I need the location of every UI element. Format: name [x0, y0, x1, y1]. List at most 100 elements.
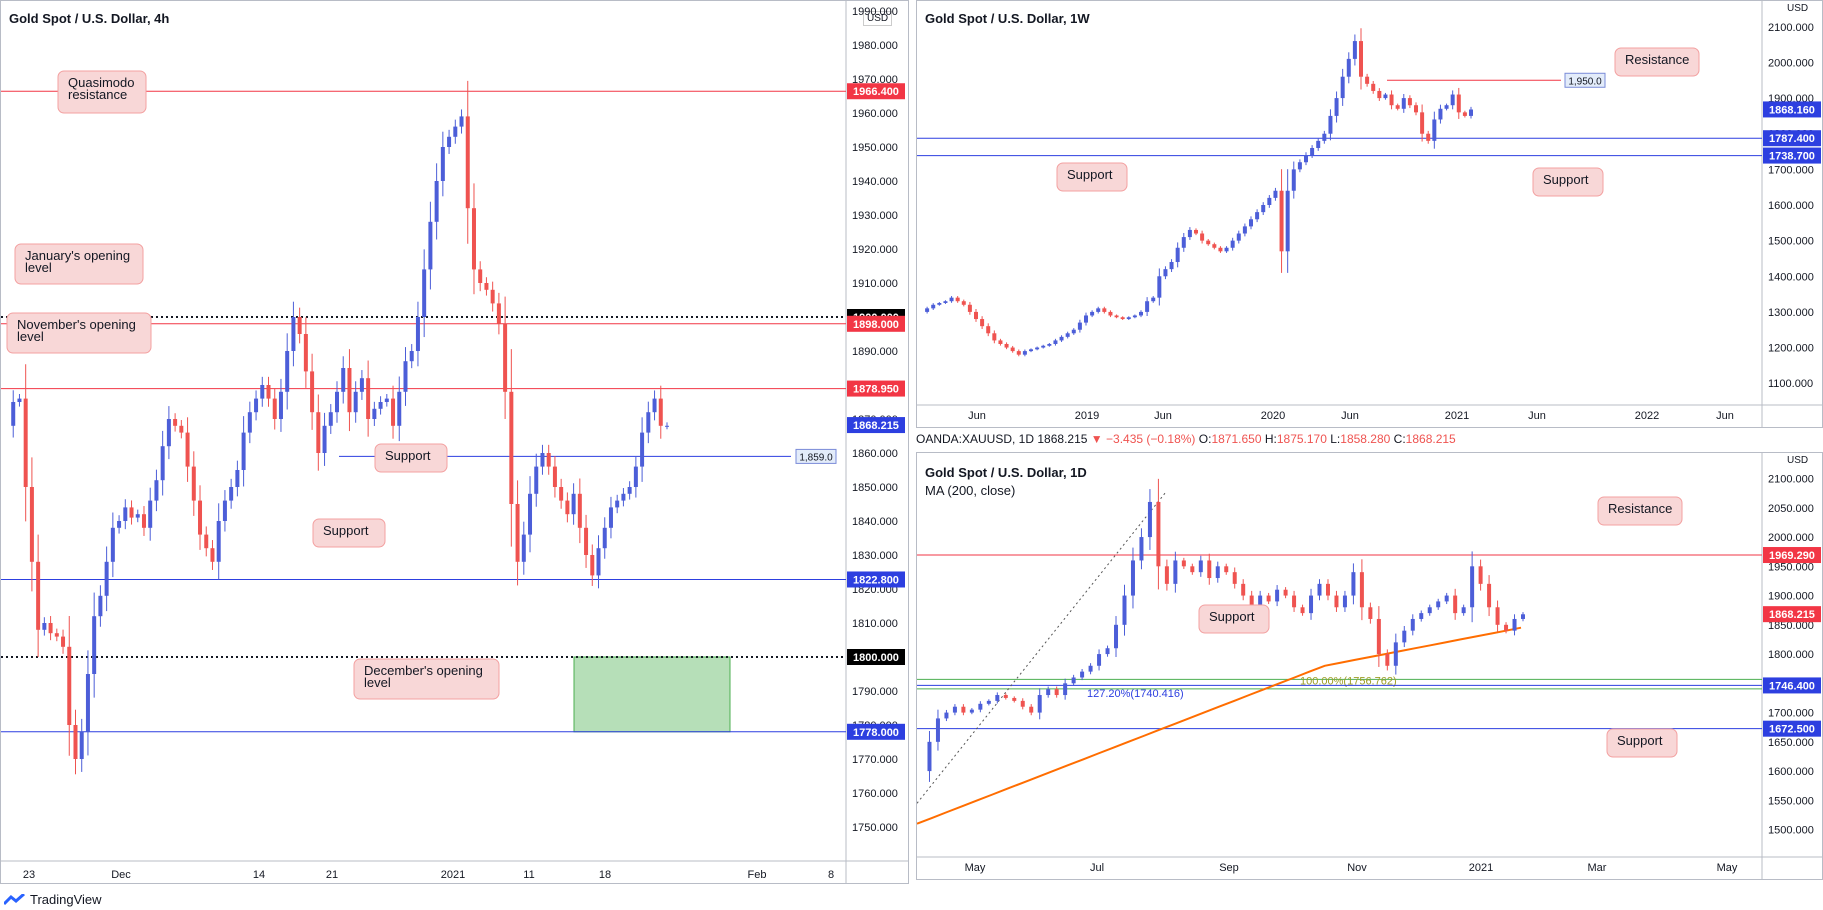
price-candle	[222, 500, 227, 521]
price-candle	[1164, 566, 1169, 584]
level-badge: 1966.400	[853, 86, 899, 98]
y-tick-label: 1910.000	[852, 278, 898, 290]
price-candle	[1200, 233, 1205, 241]
price-candle	[484, 283, 489, 290]
open-label: O:	[1198, 432, 1212, 446]
x-tick-label: 18	[599, 869, 611, 881]
price-candle	[590, 555, 595, 576]
y-tick-label: 1300.000	[1768, 307, 1814, 319]
price-candle	[596, 548, 601, 576]
price-candle	[949, 297, 954, 302]
price-candle	[1456, 94, 1461, 113]
price-candle	[1181, 237, 1186, 248]
price-candle	[627, 487, 632, 494]
price-candle	[1291, 169, 1296, 191]
price-candle	[129, 507, 134, 518]
price-candle	[1232, 572, 1237, 584]
tradingview-watermark[interactable]: TradingView	[4, 892, 102, 907]
price-candle	[615, 500, 620, 508]
price-candle	[1377, 90, 1382, 99]
annotation-resistance-box	[1597, 496, 1683, 526]
price-candle	[1241, 583, 1246, 596]
price-candle	[955, 297, 960, 302]
price-candle	[1334, 98, 1339, 116]
price-candle	[961, 706, 966, 713]
price-candle	[1461, 607, 1466, 614]
annotation-january-open-box	[14, 243, 144, 285]
x-tick-label: Sep	[1219, 862, 1239, 874]
chart-panel-4h[interactable]: Gold Spot / U.S. Dollar, 4h USD 1750.000…	[0, 0, 909, 884]
price-candle	[1300, 607, 1305, 614]
ma-legend: MA (200, close)	[925, 483, 1016, 498]
chart-1d[interactable]: 1500.000 1550.000 1600.000 1650.000 1700.000…	[917, 453, 1822, 879]
price-candle	[154, 480, 159, 501]
price-candle	[1249, 595, 1254, 608]
y-tick-label: 1860.000	[852, 448, 898, 460]
price-badge-bg	[847, 417, 905, 434]
price-candle	[1156, 501, 1161, 567]
price-candle	[1436, 601, 1441, 608]
price-candle	[1283, 589, 1288, 596]
price-candle	[1080, 671, 1085, 678]
price-candle	[658, 398, 663, 426]
price-candle	[1120, 317, 1125, 320]
price-candle	[272, 398, 277, 419]
y-tick-label: 1700.000	[1768, 708, 1814, 720]
y-tick-label: 1650.000	[1768, 737, 1814, 749]
chart-1w[interactable]: 1100.000 1200.000 1300.000 1400.000 1500.000…	[917, 1, 1822, 427]
x-tick-label: Jun	[1154, 410, 1172, 422]
high-value: 1875.170	[1276, 432, 1327, 446]
price-candle	[1310, 147, 1315, 156]
annotation-november-open-box	[6, 312, 152, 354]
price-candle	[1181, 560, 1186, 567]
price-candle	[36, 561, 41, 630]
price-candle	[961, 301, 966, 305]
annotation-quasimodo: resistance	[68, 87, 127, 102]
level-badge-bg	[847, 380, 905, 397]
axis-unit-1d: USD	[1787, 455, 1809, 466]
price-candle	[1041, 345, 1046, 348]
price-badge-bg	[1763, 101, 1821, 118]
price-candle	[397, 391, 402, 426]
chart-title-1w: Gold Spot / U.S. Dollar, 1W	[925, 11, 1090, 26]
y-tick-label: 1940.000	[852, 176, 898, 188]
price-candle	[652, 398, 657, 413]
price-candle	[1521, 614, 1525, 619]
chart-panel-1d[interactable]: Gold Spot / U.S. Dollar, 1D MA (200, clo…	[916, 452, 1823, 880]
price-candle	[1029, 706, 1034, 713]
close-label: C:	[1393, 432, 1406, 446]
price-candle	[1297, 162, 1302, 170]
chart-panel-1w[interactable]: Gold Spot / U.S. Dollar, 1W USD 1100.000…	[916, 0, 1823, 428]
price-candle	[61, 636, 66, 647]
price-candle	[1198, 560, 1203, 573]
price-candle	[496, 303, 501, 324]
x-tick-label: May	[965, 862, 986, 874]
price-candle	[1132, 315, 1137, 318]
price-candle	[540, 453, 545, 467]
price-candle	[521, 534, 526, 562]
price-candle	[1342, 595, 1347, 608]
change-down-icon: ▼	[1090, 432, 1103, 446]
chart-4h[interactable]: 1750.0001760.0001770.0001780.0001790.000…	[1, 1, 908, 883]
price-candle	[235, 470, 240, 487]
price-candle	[110, 527, 115, 562]
price-candle	[1395, 105, 1400, 109]
price-candle	[1462, 112, 1467, 116]
price-candle	[1322, 133, 1327, 141]
level-badge: 1672.500	[1769, 724, 1815, 736]
y-tick-label: 2100.000	[1768, 474, 1814, 486]
price-candle	[1414, 105, 1418, 113]
price-candle	[198, 500, 203, 535]
price-candle	[571, 493, 576, 515]
price-candle	[148, 500, 153, 528]
level-badge: 1878.950	[853, 384, 899, 396]
x-tick-label: Jul	[1090, 862, 1104, 874]
y-tick-label: 1830.000	[852, 550, 898, 562]
annotation-december-open: December's opening	[364, 663, 483, 678]
price-candle	[1175, 247, 1180, 263]
price-candle	[1478, 566, 1483, 584]
x-tick-label: Jun	[968, 410, 986, 422]
level-badge-bg	[847, 315, 905, 332]
x-tick-label: Jun	[1341, 410, 1359, 422]
price-candle	[1453, 595, 1458, 614]
